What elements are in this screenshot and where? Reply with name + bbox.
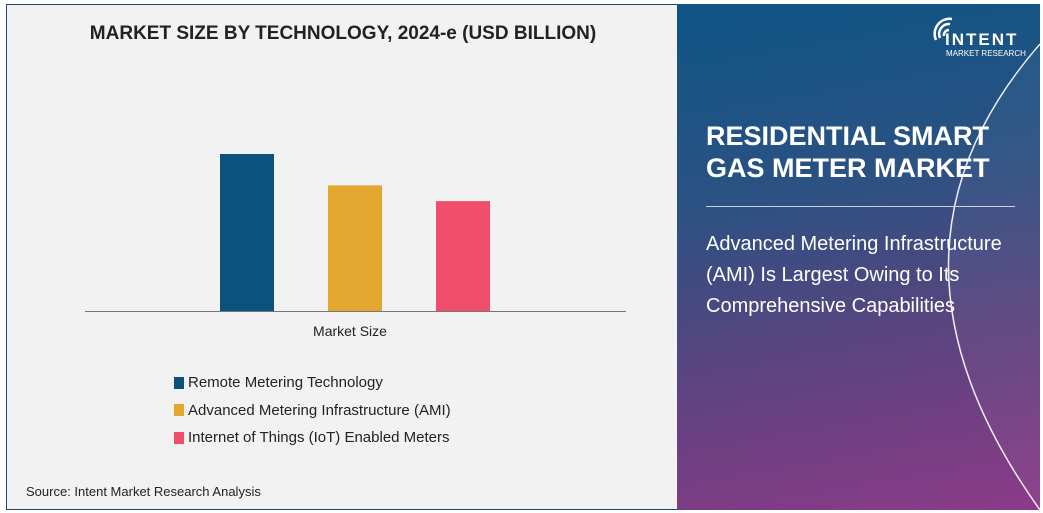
chart-panel: MARKET SIZE BY TECHNOLOGY, 2024-e (USD B… [6,4,678,510]
bar-3 [436,201,490,311]
source-note: Source: Intent Market Research Analysis [26,484,261,499]
logo-tagline: MARKET RESEARCH [946,49,1026,58]
legend-label: Internet of Things (IoT) Enabled Meters [188,429,450,447]
panel-subtitle: Advanced Metering Infrastructure (AMI) I… [706,233,1002,317]
bar-1 [220,154,274,311]
chart-title: MARKET SIZE BY TECHNOLOGY, 2024-e (USD B… [89,23,597,44]
legend-swatch [174,376,184,389]
legend-item: Internet of Things (IoT) Enabled Meters [174,424,451,452]
logo-name: INTENT [945,30,1019,49]
legend: Remote Metering Technology Advanced Meter… [174,369,451,452]
x-axis-label: Market Size [313,323,387,339]
signal-icon [933,17,953,41]
bar-chart [85,154,626,312]
legend-label: Advanced Metering Infrastructure (AMI) [188,401,451,419]
panel-title: RESIDENTIAL SMART GAS METER MARKET [706,121,990,183]
bar-2 [328,185,382,311]
info-panel: INTENT MARKET RESEARCH RESIDENTIAL SMART… [677,4,1040,510]
decorative-curve [947,43,1040,510]
legend-swatch [174,404,184,417]
legend-item: Advanced Metering Infrastructure (AMI) [174,397,451,425]
divider [706,206,1015,207]
legend-label: Remote Metering Technology [188,374,383,392]
legend-swatch [174,431,184,444]
legend-item: Remote Metering Technology [174,369,451,397]
